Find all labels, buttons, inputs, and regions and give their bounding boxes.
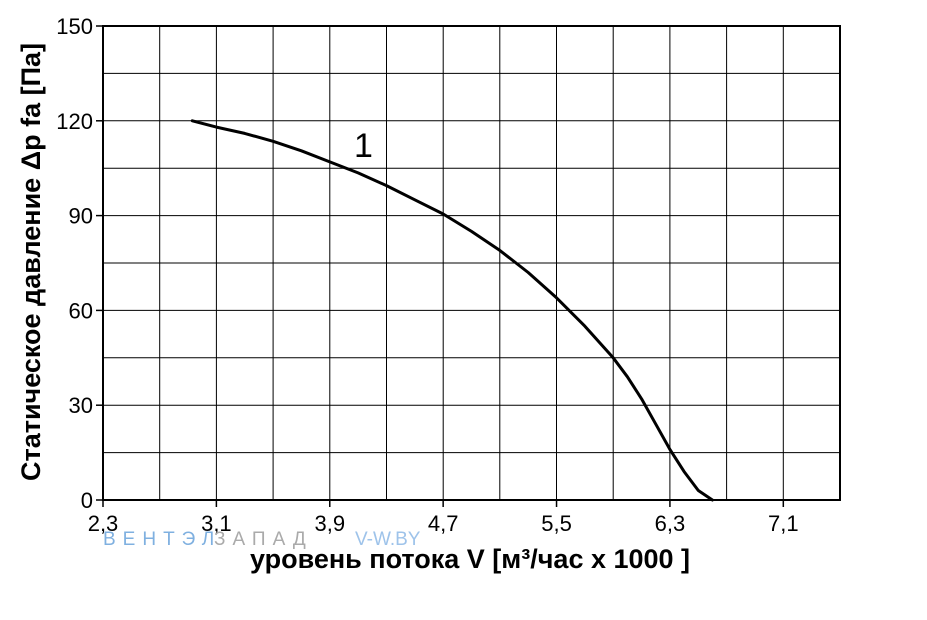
y-tick-label: 90	[69, 204, 93, 229]
y-tick-label: 150	[56, 14, 93, 39]
watermark-part2: ЗАПАД	[214, 529, 313, 550]
y-tick-label: 0	[81, 488, 93, 513]
x-tick-label: 7,1	[768, 511, 799, 536]
watermark-part1: ВЕНТЭЛ	[103, 529, 221, 550]
x-axis-title: уровень потока V [м³/час х 1000 ]	[250, 544, 690, 574]
x-tick-label: 5,5	[541, 511, 572, 536]
series-line-1	[190, 119, 714, 502]
y-tick-label: 120	[56, 109, 93, 134]
y-axis-title: Статическое давление Δp fa [Па]	[16, 43, 46, 481]
y-tick-label: 60	[69, 298, 93, 323]
watermark-part3: V-W.BY	[355, 529, 421, 550]
plot-frame	[102, 25, 841, 501]
y-tick-label: 30	[69, 393, 93, 418]
x-tick-label: 6,3	[655, 511, 686, 536]
x-tick-label: 4,7	[428, 511, 459, 536]
x-tick-label: 3,9	[314, 511, 345, 536]
x-tick-label: 2,3	[88, 511, 119, 536]
x-tick-label: 3,1	[201, 511, 232, 536]
series-label-1: 1	[354, 127, 373, 165]
